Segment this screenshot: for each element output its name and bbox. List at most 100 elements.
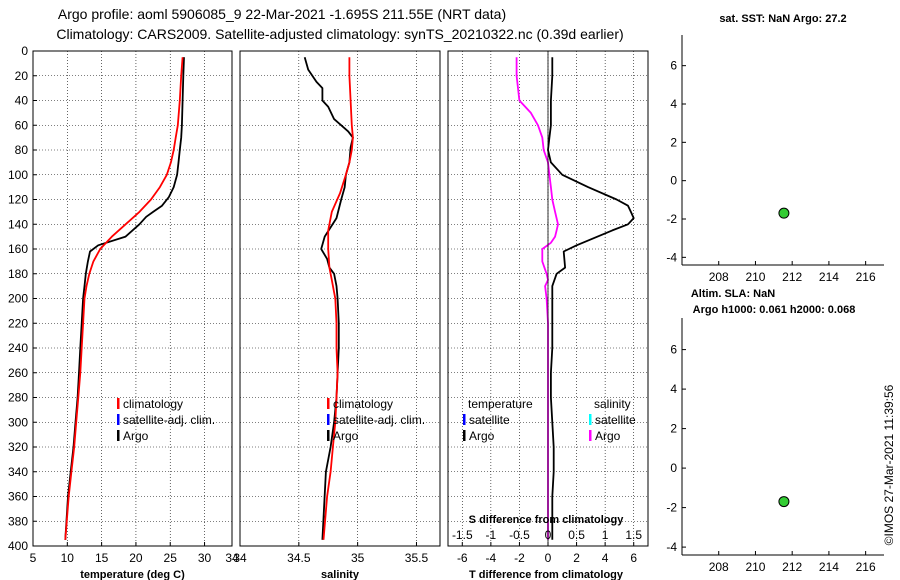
axes-frame [239,50,441,547]
x-tick-label: 210 [745,270,765,284]
x-tick-label: 35 [351,551,365,565]
legend-label-2: Argo [333,429,359,443]
series-line-1 [64,57,184,540]
imos-timestamp: ©IMOS 27-Mar-2021 11:39:56 [882,384,896,545]
y-tick-label: 6 [670,343,677,357]
y-tick-label: 100 [8,168,28,182]
legend-label-0: satellite [469,413,510,427]
x-tick-label: 214 [819,270,839,284]
x-tick-label: -2 [514,551,525,565]
y-tick-label: 160 [8,242,28,256]
legend-label-0: climatology [333,397,393,411]
legend-left-title: temperature [468,397,533,411]
y-tick-label: 300 [8,415,28,429]
x-tick-label: 208 [709,270,729,284]
y-tick-label: 4 [670,382,677,396]
scatter-title-0: sat. SST: NaN Argo: 27.2 [719,13,846,25]
y-tick-label: 200 [8,292,28,306]
top-x-tick-label: 1.5 [625,528,642,542]
y-tick-label: 0 [21,44,28,58]
legend-swatch-0 [463,414,466,425]
scatter-title-0: Altim. SLA: NaN [691,288,775,300]
legend-label-2: Argo [123,429,149,443]
legend-swatch-1 [327,414,330,425]
legend-label-1: satellite-adj. clim. [333,413,425,427]
x-tick-label: 212 [782,270,802,284]
x-tick-label: 5 [30,551,37,565]
y-tick-label: -2 [666,212,677,226]
x-tick-label: 34 [233,551,247,565]
top-x-tick-label: -0.5 [509,528,530,542]
y-tick-label: -4 [666,540,677,554]
y-tick-label: 140 [8,217,28,231]
series-line-0 [64,57,185,540]
y-tick-label: 380 [8,514,28,528]
y-tick-label: 340 [8,465,28,479]
x-axis-label: salinity [321,569,360,580]
legend-right-title: salinity [594,397,631,411]
scatter-title-1: Argo h1000: 0.061 h2000: 0.068 [693,304,856,316]
x-tick-label: 34 [225,551,239,565]
legend-label-0: climatology [123,397,183,411]
y-tick-label: 4 [670,97,677,111]
x-tick-label: 30 [198,551,212,565]
y-tick-label: 0 [670,461,677,475]
x-tick-label: 208 [709,560,729,574]
x-tick-label: 25 [164,551,178,565]
x-tick-label: 34.5 [287,551,311,565]
data-point [778,207,790,219]
x-tick-label: 214 [819,560,839,574]
x-axis-label: T difference from climatology [469,569,624,580]
x-tick-label: 6 [630,551,637,565]
y-tick-label: 80 [15,143,29,157]
series-line-1 [322,57,354,540]
legend-swatch-0 [589,414,592,425]
y-tick-label: 260 [8,366,28,380]
y-tick-label: 220 [8,316,28,330]
top-axis-label: S difference from climatology [469,514,625,526]
x-tick-label: 212 [782,560,802,574]
data-point [778,496,790,508]
y-tick-label: 240 [8,341,28,355]
y-tick-label: 2 [670,135,677,149]
legend-label-1: satellite-adj. clim. [123,413,215,427]
y-tick-label: 280 [8,391,28,405]
legend-swatch-0 [327,398,330,409]
top-x-tick-label: 1 [602,528,609,542]
top-x-tick-label: -1.5 [452,528,473,542]
difference-panel: -6 -4 -2 0 2 4 6 T difference from climatology S… [447,50,649,580]
top-x-tick-label: -1 [486,528,497,542]
y-tick-label: 320 [8,440,28,454]
legend-swatch-2 [117,430,120,441]
y-tick-label: 20 [15,69,29,83]
y-tick-label: 400 [8,539,28,553]
sla-scatter-panel: Altim. SLA: NaN Argo h1000: 0.061 h2000: … [666,288,884,574]
x-tick-label: 0 [545,551,552,565]
top-x-tick-label: 0.5 [568,528,585,542]
y-tick-label: 2 [670,422,677,436]
x-axis-label: temperature (deg C) [80,569,185,580]
x-tick-label: -6 [457,551,468,565]
legend-label-0: satellite [595,413,636,427]
series-line-0 [547,57,635,540]
x-tick-label: -4 [486,551,497,565]
legend-swatch-2 [327,430,330,441]
y-tick-label: 60 [15,118,29,132]
x-tick-label: 20 [129,551,143,565]
y-tick-label: -4 [666,250,677,264]
legend-swatch-1 [463,430,466,441]
x-tick-label: 35.5 [405,551,429,565]
figure-title-line2: Climatology: CARS2009. Satellite-adjuste… [56,26,623,42]
legend-swatch-1 [117,414,120,425]
y-tick-label: 180 [8,267,28,281]
x-tick-label: 210 [745,560,765,574]
temperature-panel: 5 10 15 20 25 30 34 temperature (deg C) 0 20 40 60 8… [8,44,239,580]
y-tick-label: 40 [15,94,29,108]
y-tick-label: 360 [8,490,28,504]
figure-title-line1: Argo profile: aoml 5906085_9 22-Mar-2021… [58,6,506,22]
sst-scatter-panel: sat. SST: NaN Argo: 27.2 -4 -2 0 2 4 6 208 210 21… [666,13,884,284]
x-tick-label: 216 [856,560,876,574]
x-tick-label: 15 [95,551,109,565]
x-tick-label: 4 [602,551,609,565]
